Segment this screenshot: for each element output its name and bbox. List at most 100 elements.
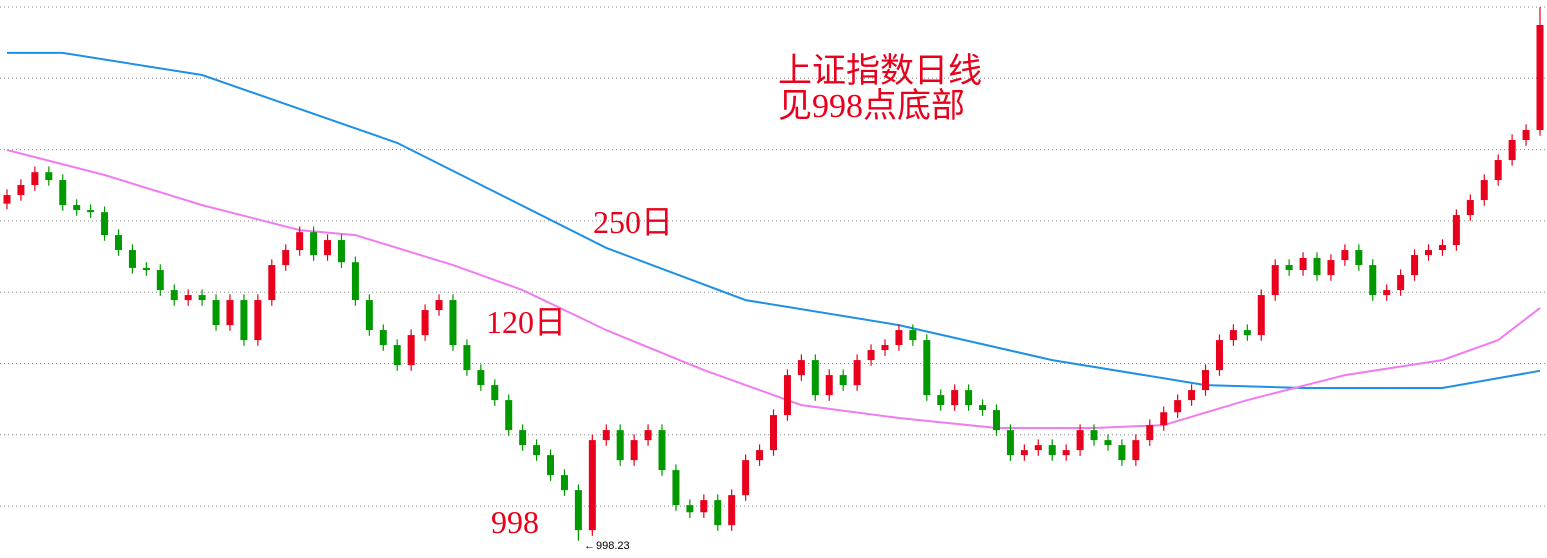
candles <box>3 7 1544 541</box>
ma250-label: 250日 <box>593 204 673 240</box>
candle-body <box>700 500 708 513</box>
candle-body <box>31 172 39 186</box>
candle-body <box>1104 440 1112 446</box>
candle-body <box>1383 290 1391 296</box>
candle-body <box>742 460 750 496</box>
candle-body <box>296 232 304 251</box>
candle-body <box>1452 215 1460 246</box>
candle-body <box>672 470 680 506</box>
candle-body <box>184 295 192 301</box>
candle-body <box>1229 330 1237 341</box>
candle-body <box>212 300 220 326</box>
candle-body <box>519 430 527 446</box>
candle-body <box>128 250 136 268</box>
candle-body <box>449 300 457 346</box>
candle-body <box>365 300 373 331</box>
candle-body <box>867 350 875 361</box>
candle-body <box>533 445 541 456</box>
candle-body <box>491 385 499 401</box>
candle-body <box>714 500 722 526</box>
candle-body <box>477 370 485 386</box>
low-label: 998.23 <box>596 540 630 552</box>
candle-body <box>324 240 332 256</box>
candle-body <box>1132 440 1140 461</box>
candle-body <box>101 212 109 236</box>
candle-body <box>1215 340 1223 371</box>
candle-body <box>979 405 987 411</box>
candle-body <box>337 240 345 263</box>
candle-body <box>17 185 25 196</box>
ma-line <box>6 149 1541 429</box>
candle-body <box>268 265 276 301</box>
candle-body <box>1090 430 1098 441</box>
candle-body <box>1048 445 1056 456</box>
candle-body <box>156 270 164 291</box>
candle-body <box>1411 255 1419 276</box>
candle-body <box>1062 450 1070 456</box>
candle-body <box>351 262 359 301</box>
candle-body <box>909 330 917 341</box>
candle-body <box>547 455 555 476</box>
candle-body <box>1466 200 1474 216</box>
candle-body <box>226 300 234 326</box>
candle-body <box>574 490 582 531</box>
candle-body <box>1397 275 1405 291</box>
candle-body <box>1341 250 1349 261</box>
candle-body <box>1188 390 1196 401</box>
candle-body <box>1034 445 1042 451</box>
candle-body <box>881 345 889 351</box>
candle-body <box>937 395 945 406</box>
ma-lines <box>6 51 1541 429</box>
candle-body <box>393 345 401 366</box>
candle-body <box>198 295 206 301</box>
candle-body <box>282 250 290 266</box>
candle-body <box>1355 250 1363 266</box>
candle-body <box>142 267 150 271</box>
candle-body <box>1146 425 1154 441</box>
candle-body <box>379 330 387 346</box>
candle-body <box>1299 257 1307 271</box>
candle-body <box>1257 295 1265 336</box>
candle-body <box>630 440 638 461</box>
candle-body <box>114 235 122 251</box>
candle-body <box>825 375 833 396</box>
candle-body <box>505 400 513 431</box>
candle-body <box>1243 330 1251 336</box>
candle-body <box>1202 370 1210 391</box>
candle-body <box>1438 245 1446 251</box>
candle-body <box>1536 25 1544 131</box>
low-arrow: ← <box>584 540 595 552</box>
candle-body <box>1494 160 1502 181</box>
candle-body <box>1369 265 1377 296</box>
candle-body <box>407 335 415 366</box>
candle-body <box>965 390 973 406</box>
ma120-label: 120日 <box>486 304 566 340</box>
candle-body <box>1020 450 1028 456</box>
candle-body <box>1076 430 1084 451</box>
candle-body <box>1285 265 1293 271</box>
candle-body <box>797 360 805 376</box>
candle-body <box>59 180 67 206</box>
candle-body <box>310 232 318 256</box>
candle-body <box>616 430 624 461</box>
candle-body <box>644 430 652 441</box>
candle-body <box>254 300 262 341</box>
candle-body <box>1508 140 1516 161</box>
chart-title: 上证指数日线 <box>778 52 982 90</box>
candle-body <box>1313 257 1321 276</box>
candle-body <box>811 360 819 396</box>
candle-body <box>756 450 764 461</box>
candle-body <box>1160 412 1168 426</box>
candle-body <box>463 345 471 371</box>
candle-body <box>770 415 777 451</box>
candle-body <box>1425 250 1433 256</box>
bottom-label: 998 <box>491 504 539 540</box>
candle-body <box>45 172 53 181</box>
candle-body <box>1327 260 1335 276</box>
candle-body <box>435 300 443 311</box>
candle-body <box>3 195 11 204</box>
candle-body <box>895 330 903 346</box>
candle-body <box>923 340 931 396</box>
candle-body <box>839 375 847 386</box>
